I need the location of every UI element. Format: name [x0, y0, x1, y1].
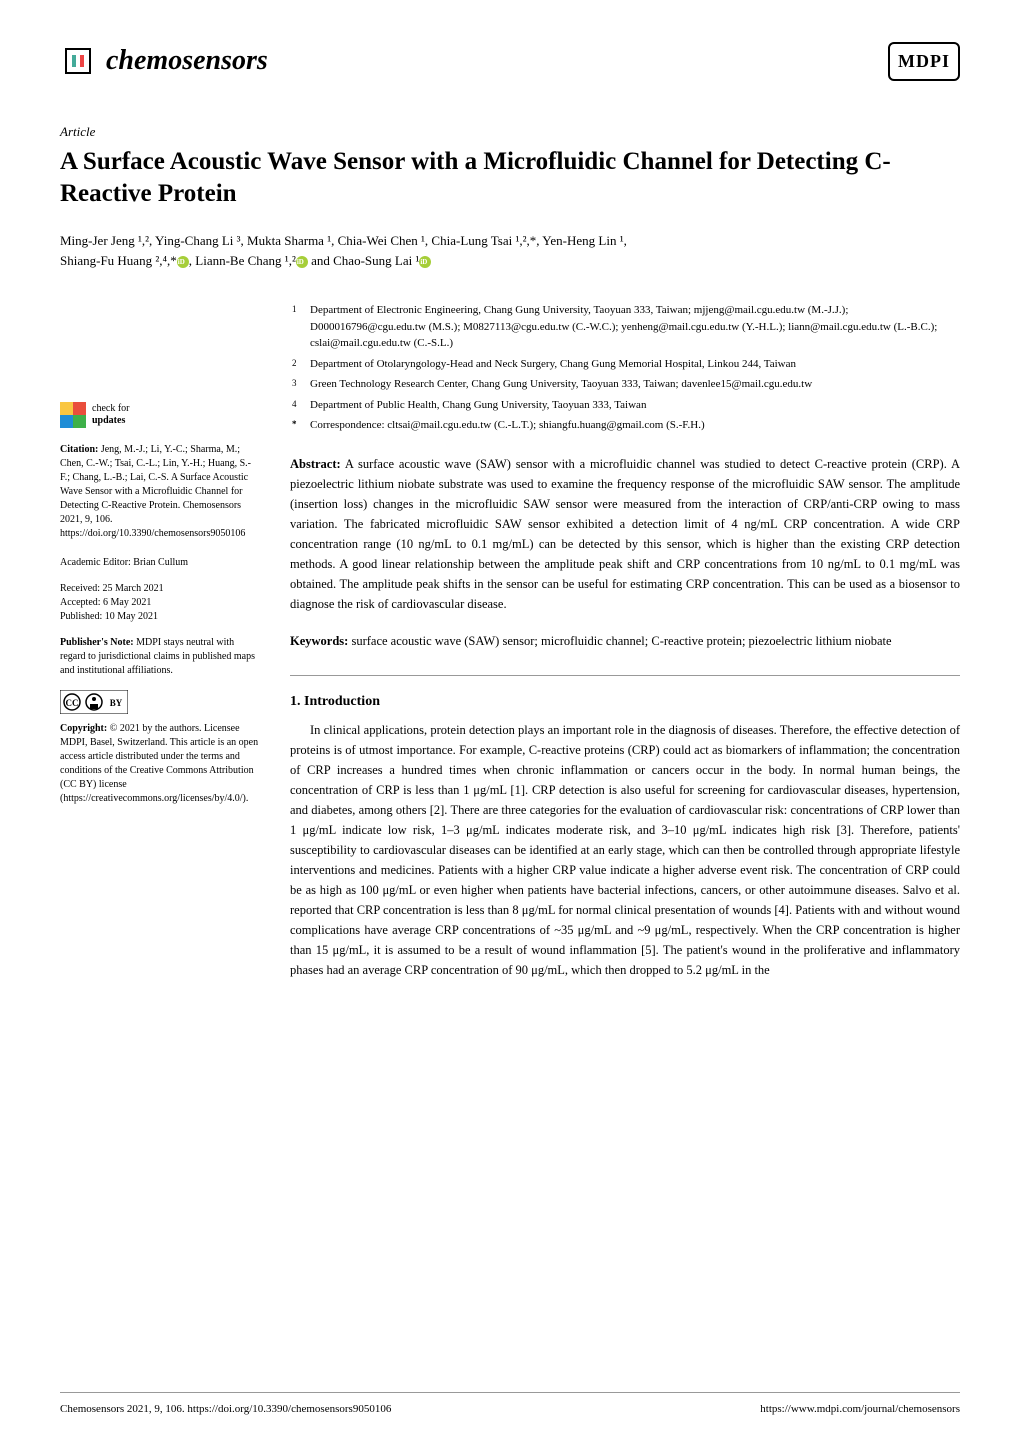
authors-text-2: Shiang-Fu Huang ²,⁴,* — [60, 253, 177, 268]
published-date: Published: 10 May 2021 — [60, 610, 260, 624]
intro-paragraph: In clinical applications, protein detect… — [290, 723, 960, 977]
section-divider — [290, 675, 960, 676]
copyright-block: Copyright: © 2021 by the authors. Licens… — [60, 722, 260, 806]
received-date: Received: 25 March 2021 — [60, 582, 260, 596]
article-type: Article — [60, 122, 960, 142]
section-title: 1. Introduction — [290, 691, 960, 712]
authors-text-1: Ming-Jer Jeng ¹,², Ying-Chang Li ³, Mukt… — [60, 233, 627, 248]
abstract-label: Abstract: — [290, 457, 341, 471]
orcid-icon[interactable] — [419, 256, 431, 268]
keywords-label: Keywords: — [290, 634, 348, 648]
citation-label: Citation: — [60, 444, 98, 455]
authors-text-3: , Liann-Be Chang ¹,² — [189, 253, 296, 268]
article-title: A Surface Acoustic Wave Sensor with a Mi… — [60, 146, 960, 211]
chemosensors-icon — [60, 43, 96, 79]
correspondence: Correspondence: cltsai@mail.cgu.edu.tw (… — [310, 419, 705, 431]
orcid-icon[interactable] — [296, 256, 308, 268]
sidebar: check forupdates Citation: Jeng, M.-J.; … — [60, 302, 260, 980]
abstract: Abstract: A surface acoustic wave (SAW) … — [290, 454, 960, 614]
copyright-label: Copyright: — [60, 723, 107, 734]
abstract-text: A surface acoustic wave (SAW) sensor wit… — [290, 457, 960, 611]
page-header: chemosensors MDPI — [0, 0, 1020, 102]
authors-text-4: and Chao-Sung Lai ¹ — [308, 253, 420, 268]
keywords-text: surface acoustic wave (SAW) sensor; micr… — [348, 634, 891, 648]
cc-by-icon: CC BY — [60, 690, 128, 714]
check-updates-text: check forupdates — [92, 403, 129, 427]
keywords: Keywords: surface acoustic wave (SAW) se… — [290, 632, 960, 651]
svg-text:BY: BY — [110, 698, 123, 708]
accepted-date: Accepted: 6 May 2021 — [60, 596, 260, 610]
publisher-note: Publisher's Note: MDPI stays neutral wit… — [60, 636, 260, 678]
crossmark-icon — [60, 402, 86, 428]
affiliation-2: Department of Otolaryngology-Head and Ne… — [310, 358, 796, 370]
orcid-icon[interactable] — [177, 256, 189, 268]
journal-name: chemosensors — [106, 40, 268, 82]
publisher-logo: MDPI — [888, 42, 960, 81]
page-footer: Chemosensors 2021, 9, 106. https://doi.o… — [60, 1392, 960, 1418]
publisher-note-label: Publisher's Note: — [60, 637, 134, 648]
authors-list: Ming-Jer Jeng ¹,², Ying-Chang Li ³, Mukt… — [60, 231, 960, 273]
journal-logo: chemosensors — [60, 40, 268, 82]
main-content: 1Department of Electronic Engineering, C… — [290, 302, 960, 980]
dates-block: Received: 25 March 2021 Accepted: 6 May … — [60, 582, 260, 624]
footer-right: https://www.mdpi.com/journal/chemosensor… — [760, 1401, 960, 1418]
academic-editor: Academic Editor: Brian Cullum — [60, 556, 260, 570]
citation-block: Citation: Jeng, M.-J.; Li, Y.-C.; Sharma… — [60, 443, 260, 541]
affiliation-3: Green Technology Research Center, Chang … — [310, 378, 812, 390]
cc-license-badge[interactable]: CC BY — [60, 690, 260, 714]
footer-left: Chemosensors 2021, 9, 106. https://doi.o… — [60, 1401, 391, 1418]
body-text: In clinical applications, protein detect… — [290, 720, 960, 980]
citation-text: Jeng, M.-J.; Li, Y.-C.; Sharma, M.; Chen… — [60, 444, 251, 539]
copyright-text: © 2021 by the authors. Licensee MDPI, Ba… — [60, 723, 258, 804]
check-updates-badge[interactable]: check forupdates — [60, 402, 260, 428]
affiliation-4: Department of Public Health, Chang Gung … — [310, 399, 646, 411]
affiliations: 1Department of Electronic Engineering, C… — [290, 302, 960, 434]
affiliation-1: Department of Electronic Engineering, Ch… — [310, 304, 937, 349]
svg-text:CC: CC — [66, 698, 79, 708]
